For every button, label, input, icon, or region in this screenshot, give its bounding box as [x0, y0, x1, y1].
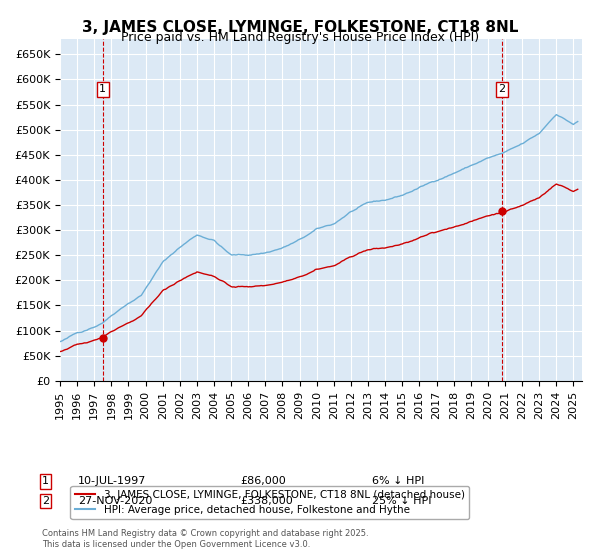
- Text: 3, JAMES CLOSE, LYMINGE, FOLKESTONE, CT18 8NL: 3, JAMES CLOSE, LYMINGE, FOLKESTONE, CT1…: [82, 20, 518, 35]
- Text: 27-NOV-2020: 27-NOV-2020: [78, 496, 152, 506]
- Legend: 3, JAMES CLOSE, LYMINGE, FOLKESTONE, CT18 8NL (detached house), HPI: Average pri: 3, JAMES CLOSE, LYMINGE, FOLKESTONE, CT1…: [70, 486, 469, 519]
- Text: 1: 1: [99, 85, 106, 95]
- Text: 2: 2: [42, 496, 49, 506]
- Text: 2: 2: [499, 85, 506, 95]
- Text: Price paid vs. HM Land Registry's House Price Index (HPI): Price paid vs. HM Land Registry's House …: [121, 31, 479, 44]
- Text: Contains HM Land Registry data © Crown copyright and database right 2025.
This d: Contains HM Land Registry data © Crown c…: [42, 529, 368, 549]
- Text: 10-JUL-1997: 10-JUL-1997: [78, 477, 146, 487]
- Text: 6% ↓ HPI: 6% ↓ HPI: [372, 477, 424, 487]
- Text: £86,000: £86,000: [240, 477, 286, 487]
- Text: 1: 1: [42, 477, 49, 487]
- Text: 25% ↓ HPI: 25% ↓ HPI: [372, 496, 431, 506]
- Text: £338,000: £338,000: [240, 496, 293, 506]
